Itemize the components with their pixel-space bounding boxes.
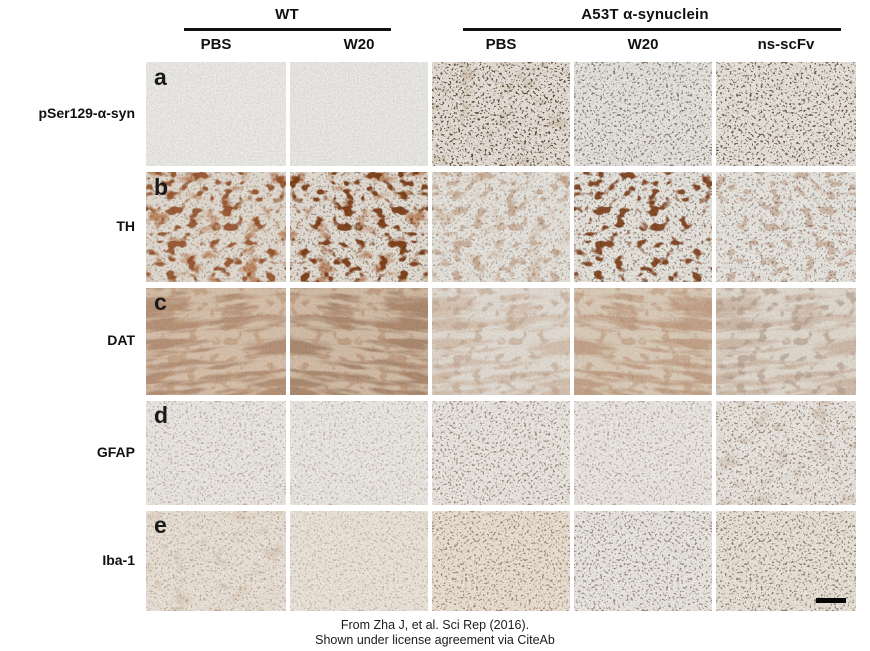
micrograph-e-a53t-ns-scfv (716, 511, 856, 611)
micrograph-b-wt-pbs (146, 172, 286, 282)
specks-texture-layer (716, 401, 856, 505)
row-label-dat: DAT (107, 332, 135, 348)
panel-letter-d: d (154, 402, 169, 428)
grain-texture-layer (146, 62, 286, 166)
specks-texture-layer (146, 401, 286, 505)
scale-bar (816, 598, 846, 603)
grain-texture-layer (290, 62, 428, 166)
micrograph-e-a53t-pbs (432, 511, 570, 611)
micrograph-b-a53t-pbs (432, 172, 570, 282)
micrograph-d-a53t-pbs (432, 401, 570, 505)
micrograph-d-a53t-w20 (574, 401, 712, 505)
citation-line1: From Zha J, et al. Sci Rep (2016). (340, 618, 530, 632)
micrograph-e-wt-w20 (290, 511, 428, 611)
micrograph-c-a53t-w20 (574, 288, 712, 395)
micrograph-b-a53t-ns-scfv (716, 172, 856, 282)
group-underline-wt (184, 28, 391, 31)
specks-texture-layer (716, 511, 856, 611)
specks-texture-layer (716, 62, 856, 166)
group-header-a53t: A53T α-synuclein (581, 6, 709, 23)
specks-texture-layer (432, 62, 570, 166)
grain-texture-layer (574, 288, 712, 395)
specks-texture-layer (290, 511, 428, 611)
specks-texture-layer (716, 172, 856, 282)
micrograph-e-wt-pbs (146, 511, 286, 611)
column-label-wt-pbs: PBS (200, 36, 232, 53)
micrograph-a-wt-pbs (146, 62, 286, 166)
specks-texture-layer (432, 401, 570, 505)
micrograph-d-wt-w20 (290, 401, 428, 505)
micrograph-d-wt-pbs (146, 401, 286, 505)
panel-letter-b: b (154, 174, 169, 200)
specks-texture-layer (432, 172, 570, 282)
micrograph-a-a53t-ns-scfv (716, 62, 856, 166)
micrograph-c-wt-pbs (146, 288, 286, 395)
micrograph-a-a53t-pbs (432, 62, 570, 166)
specks-texture-layer (432, 511, 570, 611)
micrograph-c-wt-w20 (290, 288, 428, 395)
specks-texture-layer (574, 62, 712, 166)
grain-texture-layer (146, 288, 286, 395)
specks-texture-layer (146, 511, 286, 611)
column-label-a53t-pbs: PBS (485, 36, 517, 53)
panel-letter-a: a (154, 64, 167, 90)
micrograph-d-a53t-ns-scfv (716, 401, 856, 505)
panel-letter-e: e (154, 512, 167, 538)
specks-texture-layer (574, 511, 712, 611)
grain-texture-layer (716, 288, 856, 395)
micrograph-b-a53t-w20 (574, 172, 712, 282)
specks-texture-layer (574, 401, 712, 505)
micrograph-b-wt-w20 (290, 172, 428, 282)
row-label-gfap: GFAP (96, 444, 135, 460)
column-label-wt-w20: W20 (343, 36, 375, 53)
row-label-iba1: Iba-1 (102, 552, 135, 568)
citation: From Zha J, et al. Sci Rep (2016). Shown… (0, 618, 870, 648)
specks-texture-layer (574, 172, 712, 282)
column-label-a53t-ns-scfv: ns-scFv (757, 36, 815, 53)
micrograph-grid (146, 62, 856, 611)
citation-line2: Shown under license agreement via CiteAb (315, 632, 555, 647)
column-label-a53t-w20: W20 (627, 36, 659, 53)
row-label-th: TH (116, 218, 135, 234)
specks-texture-layer (290, 172, 428, 282)
group-header-wt: WT (275, 6, 299, 23)
specks-texture-layer (146, 172, 286, 282)
micrograph-c-a53t-pbs (432, 288, 570, 395)
micrograph-a-wt-w20 (290, 62, 428, 166)
group-underline-a53t (463, 28, 841, 31)
micrograph-a-a53t-w20 (574, 62, 712, 166)
row-label-pser129: pSer129-α-syn (38, 105, 135, 121)
grain-texture-layer (432, 288, 570, 395)
specks-texture-layer (290, 401, 428, 505)
micrograph-e-a53t-w20 (574, 511, 712, 611)
grain-texture-layer (290, 288, 428, 395)
micrograph-c-a53t-ns-scfv (716, 288, 856, 395)
panel-letter-c: c (154, 289, 167, 315)
